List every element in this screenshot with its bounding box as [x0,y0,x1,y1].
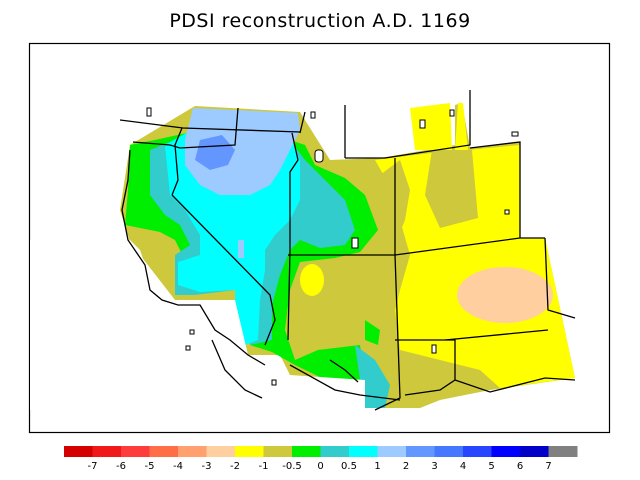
legend-label: -1 [259,461,269,472]
region-light-blue-small [238,240,244,258]
legend-label: 2 [403,461,409,472]
legend-swatch [406,446,435,457]
legend-label: 7 [545,461,551,472]
legend-label: -7 [88,461,98,472]
legend-swatch [149,446,179,457]
legend-label: -4 [173,461,183,472]
legend-label: 5 [488,461,494,472]
map-title: PDSI reconstruction A.D. 1169 [169,10,471,32]
legend-label: 0.5 [341,461,357,472]
mask-south [30,355,365,410]
legend-swatch [292,446,321,457]
legend-swatch [178,446,207,457]
legend-label: -0.5 [282,461,302,472]
region-light-blue [185,108,300,195]
legend-swatch [377,446,407,457]
legend-label: -6 [116,461,126,472]
legend-swatch [491,446,521,457]
legend-label: 3 [431,461,437,472]
legend-label: 6 [517,461,523,472]
region-peach-spot [457,267,553,323]
legend-swatch [349,446,378,457]
mask-pacific [30,240,280,365]
legend-swatches [64,446,578,457]
region-yellow-spot [300,264,324,296]
legend-label: -5 [145,461,155,472]
legend-swatch [206,446,236,457]
region-green-co [365,320,380,345]
legend-label: 0 [317,461,323,472]
legend-label: 4 [460,461,466,472]
region-dark-blue [195,135,235,170]
region-yellow-north [410,103,452,150]
legend-swatch [548,446,578,457]
legend-swatch [121,446,150,457]
mask-east [470,90,545,238]
legend-swatch [320,446,350,457]
legend-swatch [92,446,122,457]
legend-swatch [235,446,264,457]
legend-swatch [434,446,464,457]
legend-swatch [463,446,492,457]
legend-label: 1 [374,461,380,472]
legend-swatch [263,446,293,457]
legend-swatch [64,446,93,457]
legend-labels: -7 -6 -5 -4 -3 -2 -1 -0.5 0 0.5 1 2 3 4 5 6 7 [88,461,552,472]
region-olive-nebraska [425,150,478,228]
state-boundaries [119,90,576,411]
legend-label: -3 [202,461,212,472]
lakes [146,107,519,386]
legend-label: -2 [230,461,240,472]
legend-swatch [520,446,549,457]
